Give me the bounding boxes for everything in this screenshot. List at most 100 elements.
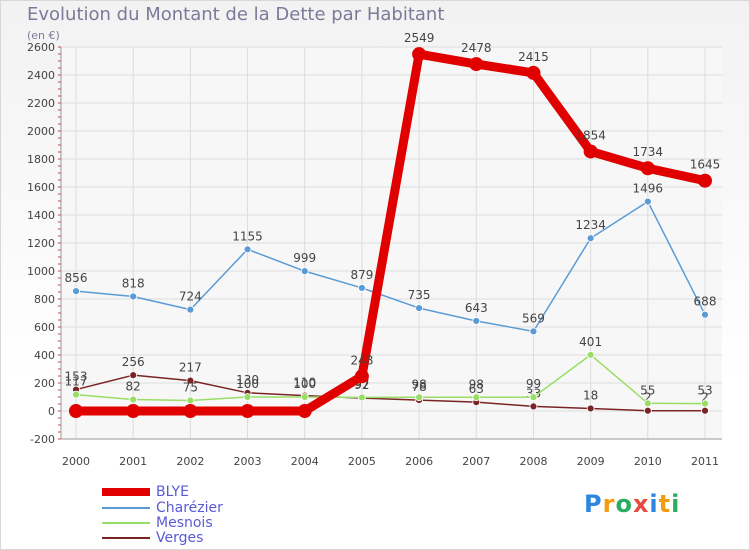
x-tick-label: 2007 [462, 455, 490, 468]
data-label-charezier: 999 [293, 251, 316, 265]
x-tick-label: 2002 [176, 455, 204, 468]
data-label-mesnois: 100 [293, 377, 316, 391]
data-point-mesnois [186, 396, 195, 405]
x-tick-label: 2004 [291, 455, 319, 468]
chart-subtitle: (en €) [27, 29, 60, 42]
data-label-mesnois: 99 [526, 377, 541, 391]
logo-letter: P [584, 490, 603, 518]
series-line-charezier [75, 200, 706, 333]
legend-item-mesnois: Mesnois [102, 514, 213, 531]
x-tick-label: 2001 [119, 455, 147, 468]
data-point-blye [354, 369, 369, 384]
series-line-mesnois [75, 354, 706, 405]
data-point-charezier [586, 234, 595, 243]
x-tick-label: 2009 [577, 455, 605, 468]
y-tick-label: -200 [30, 433, 55, 446]
legend-item-verges: Verges [102, 529, 204, 546]
data-label-verges: 2 [644, 391, 652, 405]
data-label-mesnois: 98 [469, 377, 484, 391]
data-label-charezier: 569 [522, 311, 545, 325]
legend-label-charezier: Charézier [156, 499, 223, 516]
logo-letter: x [632, 490, 650, 518]
logo-letter: o [615, 490, 633, 518]
data-point-blye [526, 65, 541, 80]
legend-swatch-charezier [102, 506, 150, 509]
y-tick-label: 1200 [27, 237, 55, 250]
y-tick-label: 1000 [27, 265, 55, 278]
data-point-verges [129, 371, 138, 380]
data-point-charezier [358, 284, 366, 292]
data-label-mesnois: 100 [236, 377, 259, 391]
series-line-verges [75, 374, 706, 412]
data-label-mesnois: 401 [579, 335, 602, 349]
legend-label-verges: Verges [156, 529, 204, 546]
data-label-mesnois: 117 [65, 375, 88, 389]
data-point-charezier [186, 305, 195, 314]
y-tick-label: 600 [34, 321, 55, 334]
data-point-mesnois [129, 395, 138, 404]
data-label-mesnois: 98 [411, 377, 426, 391]
data-label-verges: 153 [65, 370, 88, 384]
logo-letter: i [671, 490, 681, 518]
data-point-mesnois [643, 399, 652, 408]
data-point-blye [240, 404, 255, 418]
data-label-blye: 1645 [690, 158, 721, 172]
x-tick-label: 2010 [634, 455, 662, 468]
data-point-charezier [72, 287, 80, 296]
data-point-mesnois [701, 399, 709, 408]
data-point-charezier [415, 304, 423, 313]
data-point-verges [529, 402, 538, 411]
data-label-verges: 110 [293, 376, 316, 390]
data-point-verges [643, 406, 652, 415]
y-tick-label: 800 [34, 293, 55, 306]
x-tick-label: 2011 [691, 455, 719, 468]
y-tick-label: 1400 [27, 209, 55, 222]
data-label-charezier: 879 [350, 268, 373, 282]
data-point-charezier [643, 197, 652, 206]
data-label-blye: 1734 [633, 145, 664, 159]
data-point-charezier [529, 327, 538, 336]
legend-swatch-blye [102, 487, 150, 496]
y-tick-label: 2200 [27, 97, 55, 110]
logo-letter: i [649, 490, 659, 518]
data-label-verges: 18 [583, 388, 598, 402]
y-tick-label: 2000 [27, 125, 55, 138]
data-point-blye [698, 173, 712, 188]
data-label-charezier: 1234 [575, 218, 606, 232]
data-point-mesnois [415, 393, 423, 402]
y-tick-label: 200 [34, 377, 55, 390]
data-label-verges: 130 [236, 373, 259, 387]
y-tick-label: 2400 [27, 69, 55, 82]
data-point-blye [412, 47, 427, 62]
data-label-verges: 78 [411, 380, 426, 394]
data-label-blye: 2415 [518, 50, 549, 64]
data-label-blye: 2478 [461, 41, 492, 55]
legend-swatch-mesnois [102, 521, 150, 524]
legend-item-charezier: Charézier [102, 499, 223, 516]
data-label-charezier: 724 [179, 290, 202, 304]
legend-label-mesnois: Mesnois [156, 514, 213, 531]
data-label-verges: 256 [122, 355, 145, 369]
legend-item-blye: BLYE [102, 484, 189, 500]
data-point-mesnois [358, 393, 366, 402]
data-label-charezier: 688 [694, 295, 717, 309]
data-label-charezier: 643 [465, 301, 488, 315]
y-tick-label: 1600 [27, 181, 55, 194]
y-tick-label: 0 [48, 405, 55, 418]
data-label-charezier: 735 [408, 288, 431, 302]
data-label-charezier: 818 [122, 276, 145, 290]
data-point-mesnois [72, 390, 80, 399]
data-label-verges: 217 [179, 361, 202, 375]
data-point-verges [186, 376, 195, 385]
data-point-blye [640, 161, 655, 176]
data-point-blye [69, 404, 83, 418]
x-tick-label: 2000 [62, 455, 90, 468]
data-point-mesnois [586, 350, 595, 359]
data-point-mesnois [529, 393, 538, 402]
data-label-mesnois: 53 [697, 384, 712, 398]
chart-title: Evolution du Montant de la Dette par Hab… [27, 4, 445, 25]
data-label-charezier: 1155 [232, 229, 263, 243]
data-point-charezier [472, 317, 481, 325]
logo-letter: r [602, 490, 616, 518]
